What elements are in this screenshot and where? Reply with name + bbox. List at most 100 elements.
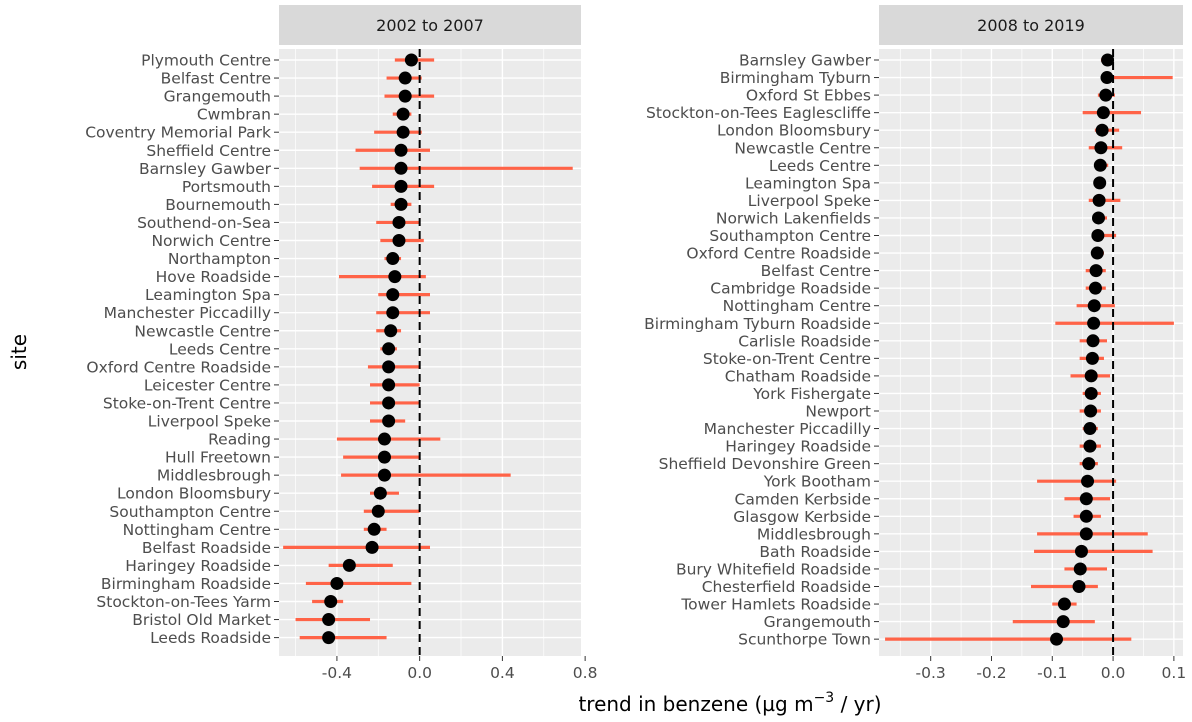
trend-point [1056,615,1070,629]
x-tick-label: 0.0 [1101,664,1126,682]
site-label: Norwich Centre [151,232,271,250]
site-label: Scunthorpe Town [738,631,871,649]
site-label: Portsmouth [182,178,271,196]
x-axis-title-superscript: −3 [814,690,835,706]
trend-point [382,342,396,356]
trend-point [1081,474,1095,488]
site-label: York Bootham [763,473,871,491]
site-label: London Bloomsbury [717,122,871,140]
trend-point [1091,211,1105,225]
site-label: Southend-on-Sea [137,214,271,232]
site-label: Leamington Spa [745,174,871,192]
trend-point [1083,422,1097,436]
trend-point [1090,246,1104,260]
site-label: Liverpool Speke [748,192,871,210]
trend-point [330,576,344,590]
trend-point [1087,316,1101,330]
trend-point [377,432,391,446]
panel-background [879,49,1183,656]
site-label: Reading [208,431,271,449]
site-label: Leeds Centre [169,340,271,358]
trend-point [1100,71,1114,85]
site-label: Cambridge Roadside [710,280,871,298]
trend-point [342,558,356,572]
x-axis-title-main: trend in benzene (µg m [578,692,813,716]
trend-point [398,89,412,103]
trend-point [1084,369,1098,383]
panel-2008-2019: 2008 to 2019 -0.3 -0.2 -0.1 0.0 0.1 Barnsley G… [644,5,1186,682]
site-label: Liverpool Speke [148,413,271,431]
trend-point [324,595,338,608]
site-label: Manchester Piccadilly [704,420,871,438]
trend-point [382,378,396,392]
site-label: Northampton [168,250,271,268]
site-label: Newcastle Centre [134,322,271,340]
trend-point [373,486,387,500]
site-label: York Fishergate [752,385,871,403]
trend-point [322,631,336,645]
trend-point [386,288,400,302]
trend-point [1092,193,1106,207]
panel-2002-2007: 2002 to 2007 -0.4 0.0 0.4 0.8 Plymouth Centre… [85,5,597,682]
site-label: Stockton-on-Tees Eaglescliffe [646,104,871,122]
trend-point [1089,264,1103,278]
trend-point [386,306,400,320]
trend-point [1074,544,1088,558]
trend-point [1099,88,1113,102]
site-label: Grangemouth [164,88,271,106]
trend-point [384,324,398,338]
trend-point [386,252,400,266]
site-label: Southampton Centre [709,227,871,245]
site-label: Bury Whitefield Roadside [676,560,871,578]
site-label: Barnsley Gawber [139,160,272,178]
site-label: Leicester Centre [144,376,271,394]
trend-point [1083,439,1097,453]
facet-strip-label: 2002 to 2007 [376,16,484,35]
trend-point [377,450,391,464]
site-label: Belfast Roadside [142,539,271,557]
y-axis-title: site [7,334,31,370]
site-label: Birmingham Tyburn [720,69,871,87]
site-label: Birmingham Tyburn Roadside [644,315,871,333]
site-label: Sheffield Devonshire Green [659,455,871,473]
site-label: Oxford St Ebbes [746,87,871,105]
site-label: Coventry Memorial Park [85,124,271,142]
site-label: Stoke-on-Trent Centre [703,350,871,368]
x-tick-label: 0.1 [1162,664,1187,682]
site-label: Nottingham Centre [123,521,271,539]
x-tick-label: 0.8 [573,664,598,682]
site-label: Leeds Centre [769,157,871,175]
facet-strip-label: 2008 to 2019 [977,16,1085,35]
trend-point [1101,53,1115,67]
site-label: London Bloomsbury [117,485,271,503]
trend-point [1079,527,1093,541]
trend-point [1094,141,1108,155]
site-label: Tower Hamlets Roadside [680,596,871,614]
trend-point [1057,597,1071,611]
site-label: Plymouth Centre [141,52,271,70]
trend-point [394,161,408,175]
trend-point [382,360,396,374]
trend-point [388,270,402,284]
site-label: Haringey Roadside [125,557,271,575]
trend-point [1096,106,1110,120]
trend-point [1082,457,1096,471]
site-label: Belfast Centre [761,262,871,280]
trend-point [382,396,396,410]
site-label: Oxford Centre Roadside [86,358,271,376]
trend-point [394,143,408,157]
site-label: Newport [805,403,871,421]
trend-point [1073,562,1087,576]
site-label: Bristol Old Market [132,611,271,629]
trend-point [1084,386,1098,400]
site-label: Norwich Lakenfields [716,209,871,227]
site-label: Grangemouth [764,613,871,631]
trend-point [365,540,379,554]
site-label: Chatham Roadside [725,367,871,385]
x-tick-label: -0.2 [976,664,1006,682]
trend-point [392,234,406,247]
trend-point [394,197,408,211]
x-axis-title: trend in benzene (µg m−3 / yr) [578,690,881,716]
site-label: Oxford Centre Roadside [686,245,871,263]
site-label: Glasgow Kerbside [733,508,871,526]
